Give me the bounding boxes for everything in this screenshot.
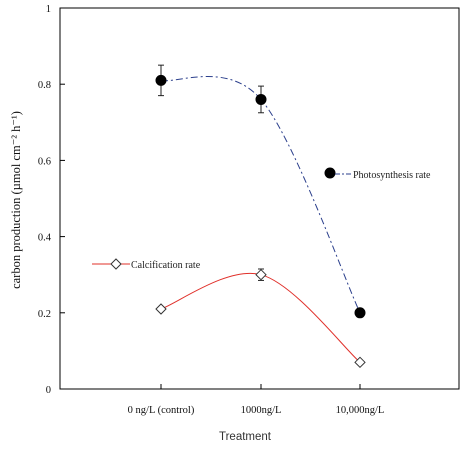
y-tick-label: 0.6 <box>38 156 51 167</box>
data-point <box>155 74 167 86</box>
x-tick-label: 0 ng/L (control) <box>128 405 195 416</box>
x-axis-title: Treatment <box>219 431 272 443</box>
data-point <box>354 356 366 369</box>
data-point <box>155 303 167 315</box>
y-tick-label: 0.8 <box>38 80 51 91</box>
series-line <box>160 272 361 363</box>
y-axis-title: carbon production (µmol cm⁻² h⁻¹) <box>9 111 23 289</box>
data-point <box>354 307 366 319</box>
x-tick-label: 10,000ng/L <box>336 405 385 416</box>
x-tick-label: 1000ng/L <box>241 405 282 416</box>
series-line <box>160 76 361 314</box>
data-point <box>255 268 267 281</box>
legend-marker <box>110 258 122 270</box>
plot-frame <box>59 7 460 390</box>
y-tick-label: 1 <box>46 4 51 15</box>
y-tick-label: 0.4 <box>38 233 52 244</box>
legend-label: Calcification rate <box>131 260 201 271</box>
data-point <box>255 93 267 105</box>
y-tick-label: 0 <box>46 385 51 396</box>
legend-label: Photosynthesis rate <box>353 170 431 181</box>
y-tick-label: 0.2 <box>38 309 51 320</box>
legend-marker <box>324 167 336 179</box>
